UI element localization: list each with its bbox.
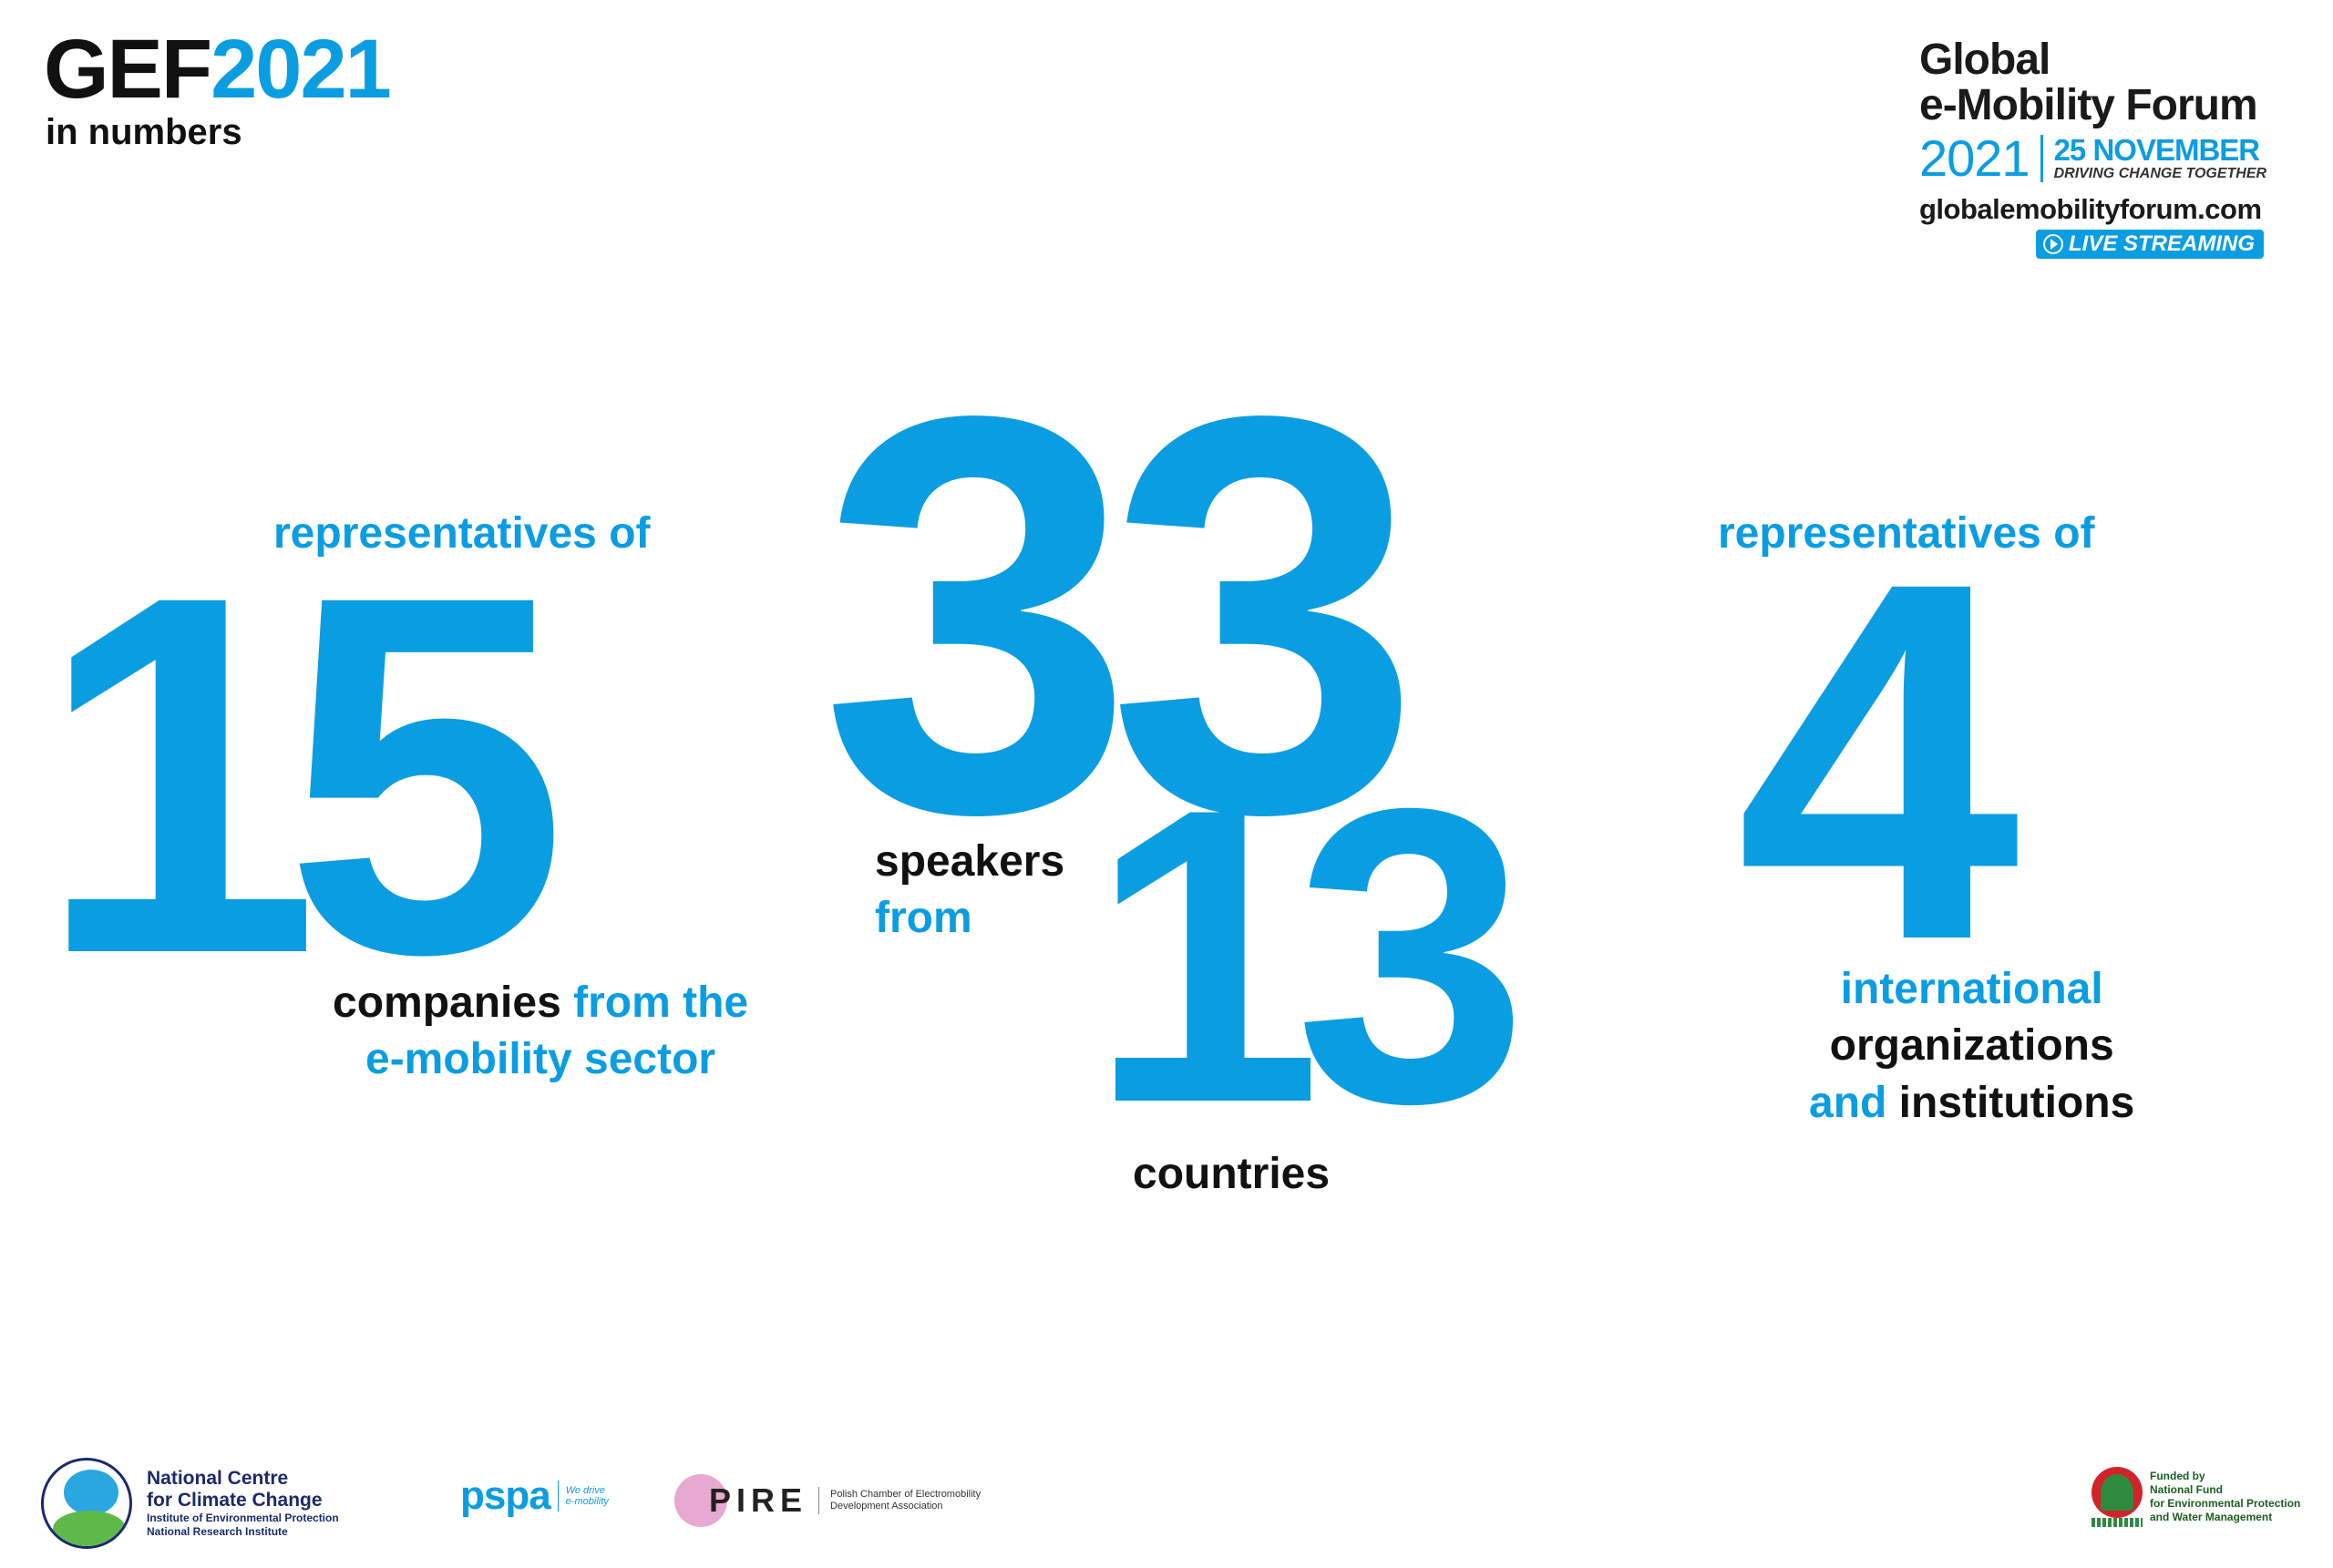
forum-logo: Global e-Mobility Forum 2021 25 NOVEMBER… <box>1919 38 2302 259</box>
fund-logo: Funded by National Fund for Environmenta… <box>2091 1467 2300 1527</box>
page-title: GEF2021 <box>44 27 392 111</box>
institutions-label: institutions <box>1886 1078 2135 1127</box>
countries-label: countries <box>1133 1150 1331 1198</box>
companies-number: 15 <box>36 489 568 1060</box>
pspa-wordmark: pspa <box>460 1473 551 1518</box>
pire-wordmark: PIRE <box>709 1481 808 1519</box>
forum-url: globalemobilityforum.com <box>1919 193 2262 225</box>
fund-line4: and Water Management <box>2150 1511 2273 1523</box>
live-streaming-badge: LIVE STREAMING <box>2036 230 2265 259</box>
companies-label: companies <box>333 979 561 1027</box>
speakers-label: speakers <box>875 837 1065 886</box>
ncc-emblem-icon <box>41 1458 132 1549</box>
forum-divider <box>2040 135 2043 182</box>
pspa-tagline-line1: We drive <box>565 1484 605 1496</box>
speakers-number: 33 <box>820 300 1422 930</box>
companies-sector-label: e-mobility sector <box>365 1035 716 1084</box>
forum-year: 2021 <box>1919 129 2030 187</box>
companies-from-label: from the <box>560 979 749 1027</box>
forum-tagline: DRIVING CHANGE TOGETHER <box>2053 165 2267 181</box>
pire-divider <box>818 1487 820 1514</box>
ncc-name-line4: National Research Institute <box>147 1525 288 1539</box>
countries-number: 13 <box>1089 723 1528 1190</box>
pspa-divider <box>557 1481 559 1512</box>
forum-date-block: 25 NOVEMBER DRIVING CHANGE TOGETHER <box>2054 135 2267 182</box>
organizations-label: organizations <box>1829 1021 2114 1071</box>
pire-tagline: Polish Chamber of Electromobility Develo… <box>830 1489 981 1512</box>
ncc-name-line1: National Centre <box>147 1467 289 1489</box>
title-main: GEF <box>44 23 212 116</box>
play-icon <box>2043 234 2063 254</box>
pire-logo: PIRE Polish Chamber of Electromobility D… <box>674 1474 981 1527</box>
organizations-number: 4 <box>1736 476 2020 1046</box>
pspa-tagline-line2: e-mobility <box>565 1496 609 1507</box>
organizations-pre-label: representatives of <box>1718 509 2095 558</box>
fund-line1: Funded by <box>2150 1470 2205 1482</box>
pire-tagline-line1: Polish Chamber of Electromobility <box>830 1488 982 1500</box>
forum-name-line1: Global <box>1919 36 2050 84</box>
title-year: 2021 <box>211 23 392 116</box>
organizations-international-label: international <box>1840 965 2103 1013</box>
pire-tagline-line2: Development Association <box>830 1501 943 1512</box>
ncc-logo: National Centre for Climate Change Insti… <box>41 1458 339 1549</box>
ncc-name-line3: Institute of Environmental Protection <box>147 1512 339 1525</box>
forum-date: 25 NOVEMBER <box>2053 132 2261 167</box>
fund-line2: National Fund <box>2150 1483 2223 1496</box>
companies-pre-label: representatives of <box>273 509 651 558</box>
organizations-caption: international organizations and institut… <box>1809 961 2134 1132</box>
forum-date-row: 2021 25 NOVEMBER DRIVING CHANGE TOGETHER <box>1919 133 2302 184</box>
speakers-caption: speakers from <box>875 834 1064 948</box>
tree-icon <box>2091 1467 2143 1527</box>
companies-caption: companies from the e-mobility sector <box>333 975 748 1089</box>
live-streaming-label: LIVE STREAMING <box>2069 231 2256 256</box>
ncc-name-line2: for Climate Change <box>147 1490 323 1511</box>
fund-line3: for Environmental Protection <box>2150 1497 2301 1510</box>
pspa-tagline: We drive e-mobility <box>566 1485 609 1507</box>
page-subtitle: in numbers <box>46 112 242 152</box>
pire-emblem-icon <box>674 1474 727 1527</box>
organizations-and-label: and <box>1809 1078 1887 1127</box>
forum-name-line2: e-Mobility Forum <box>1919 81 2258 129</box>
pspa-logo: pspa We drive e-mobility <box>460 1476 609 1516</box>
speakers-from-label: from <box>875 894 972 943</box>
